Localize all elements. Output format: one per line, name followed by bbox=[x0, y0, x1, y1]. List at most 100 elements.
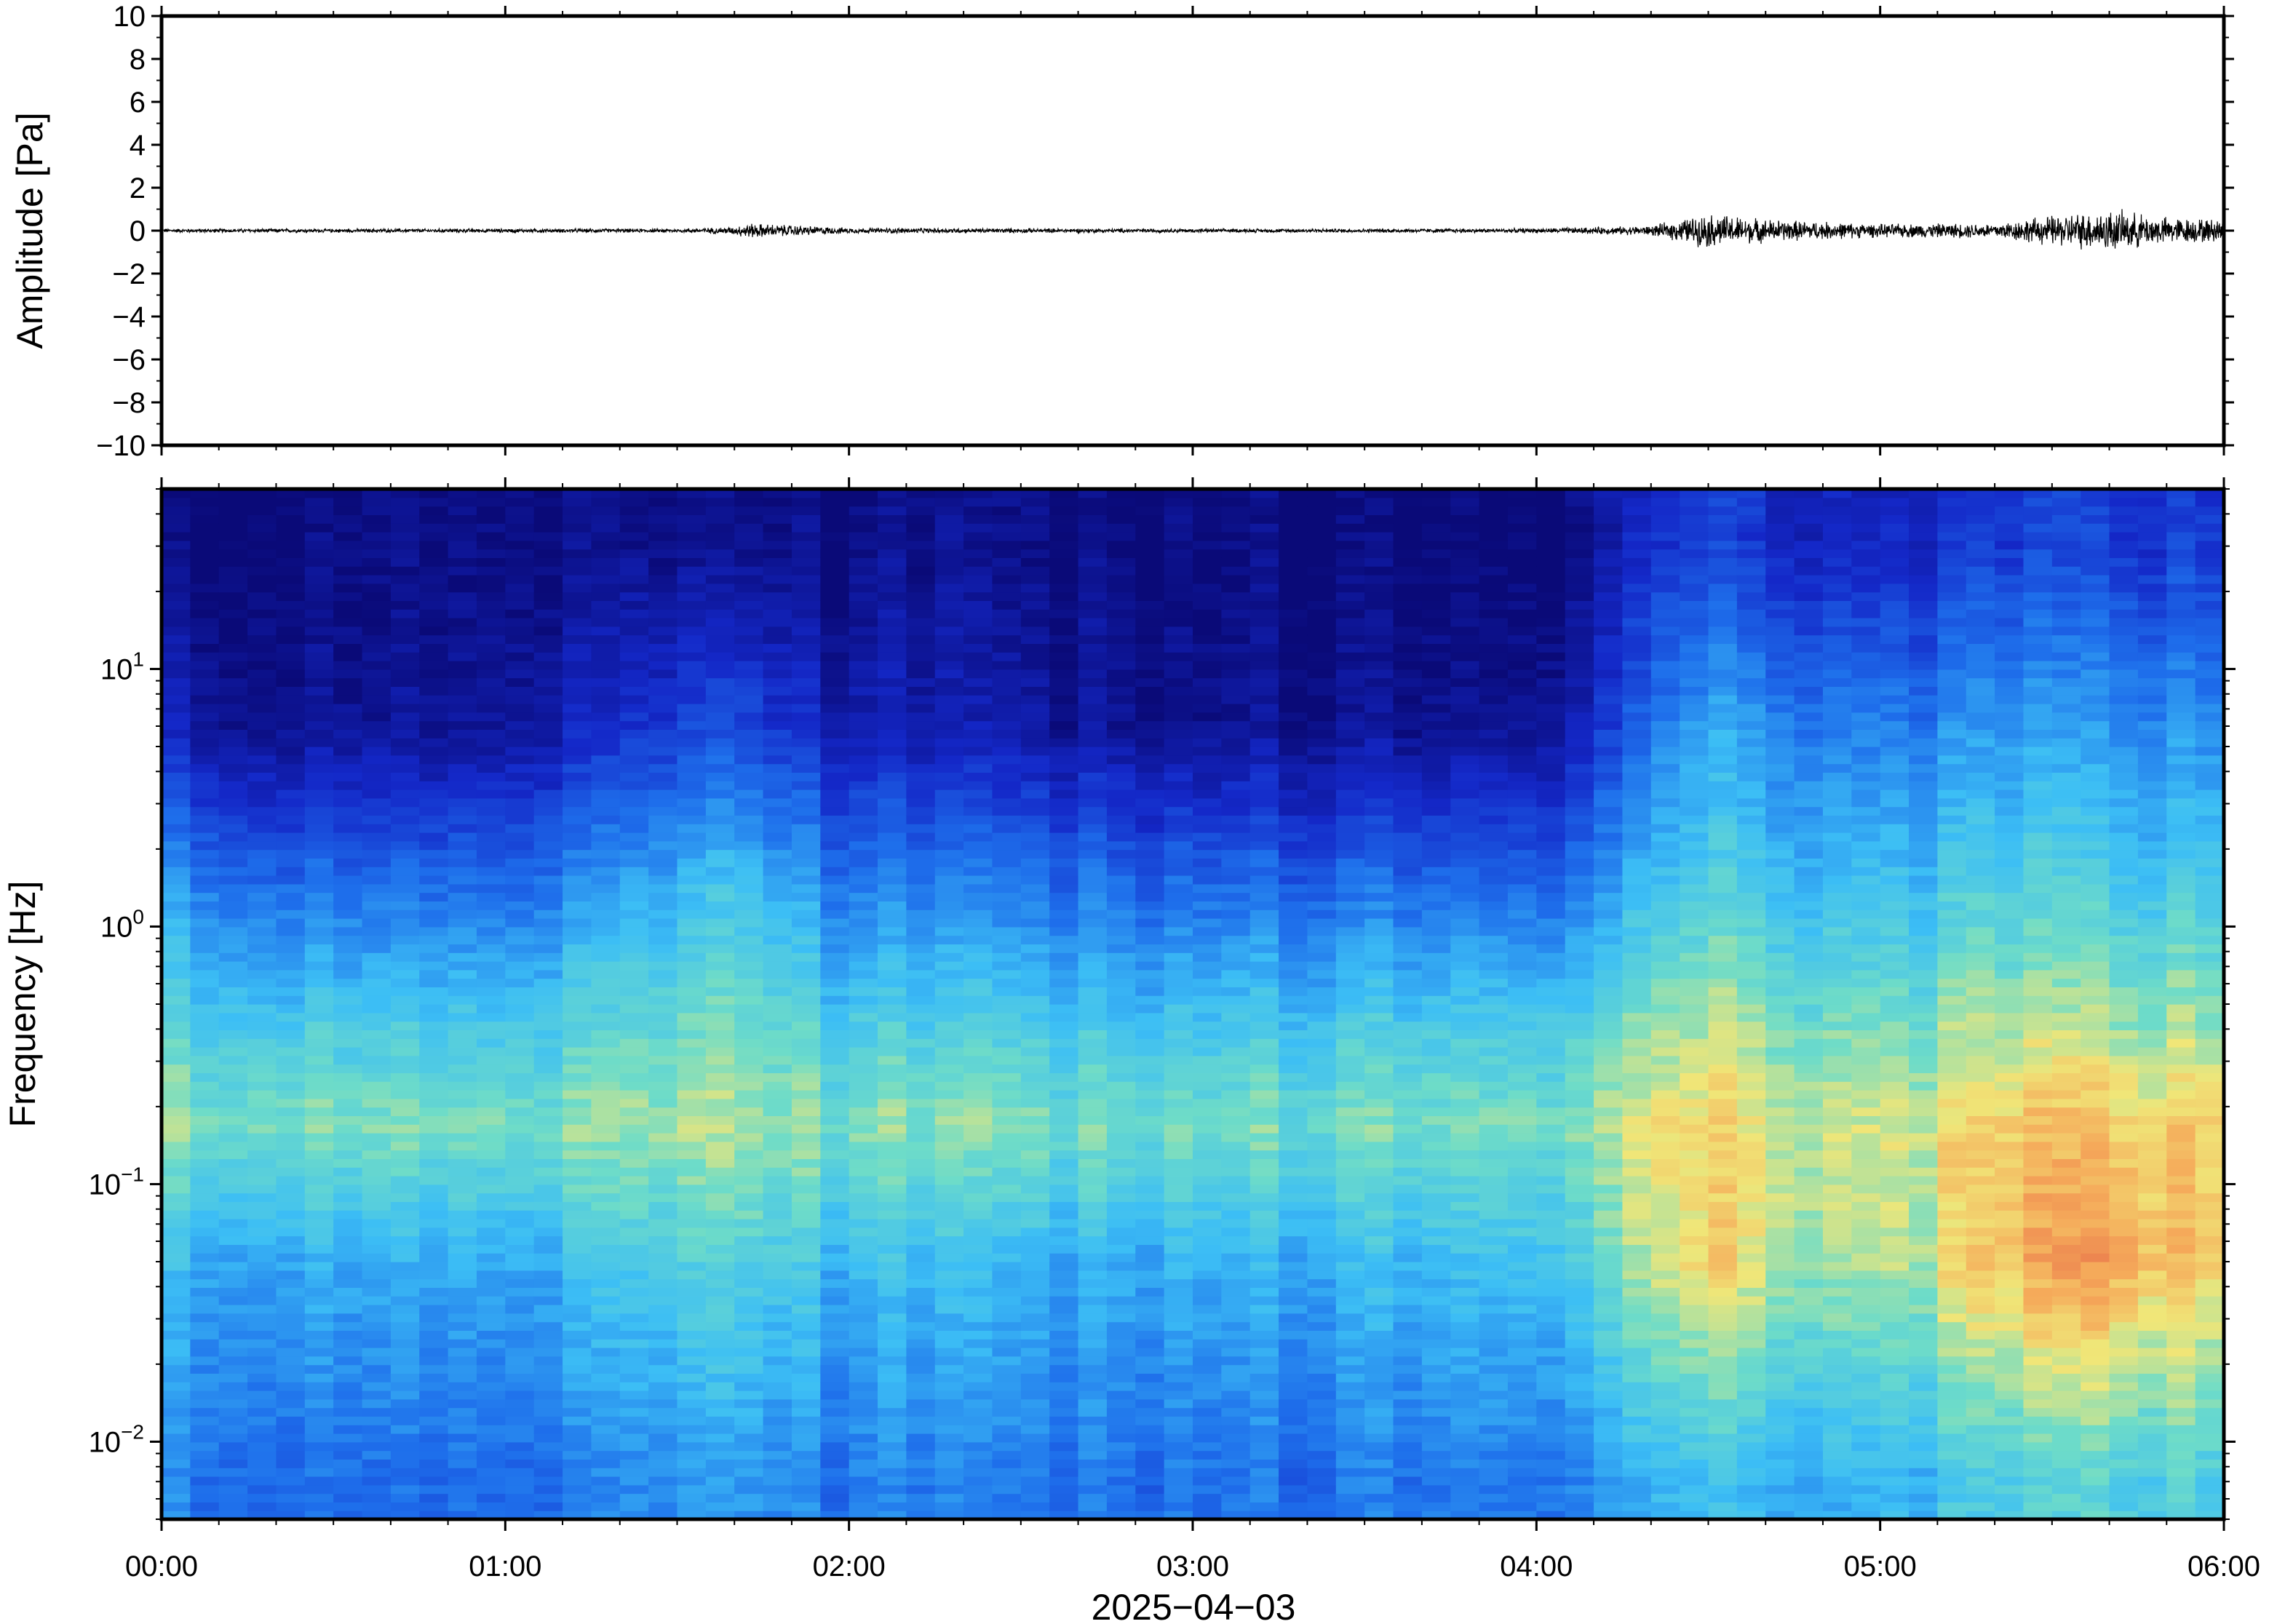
spectrogram-cell bbox=[419, 1278, 449, 1288]
spectrogram-cell bbox=[906, 995, 936, 1005]
spectrogram-cell bbox=[791, 1235, 821, 1245]
spectrogram-cell bbox=[390, 1433, 420, 1443]
spectrogram-cell bbox=[619, 1038, 649, 1048]
spectrogram-cell bbox=[505, 926, 535, 936]
spectrogram-cell bbox=[505, 1441, 535, 1452]
spectrogram-cell bbox=[677, 1278, 707, 1288]
spectrogram-cell bbox=[218, 1004, 248, 1014]
spectrogram-cell bbox=[963, 686, 993, 696]
spectrogram-cell bbox=[734, 909, 764, 919]
spectrogram-cell bbox=[878, 1484, 907, 1494]
spectrogram-cell bbox=[878, 1305, 907, 1314]
spectrogram-cell bbox=[1049, 1193, 1079, 1202]
spectrogram-cell bbox=[734, 1296, 764, 1305]
spectrogram-cell bbox=[1049, 618, 1079, 627]
spectrogram-cell bbox=[734, 918, 764, 928]
spectrogram-cell bbox=[218, 995, 248, 1005]
spectrogram-cell bbox=[1078, 686, 1108, 696]
spectrogram-cell bbox=[934, 1158, 964, 1168]
spectrogram-cell bbox=[820, 1227, 850, 1237]
spectrogram-cell bbox=[791, 1219, 821, 1228]
spectrogram-cell bbox=[218, 583, 248, 593]
spectrogram-cell bbox=[1049, 729, 1079, 739]
spectrogram-cell bbox=[1049, 1459, 1079, 1468]
spectrogram-cell bbox=[992, 695, 1022, 704]
spectrogram-cell bbox=[563, 661, 592, 670]
spectrogram-cell bbox=[820, 1235, 850, 1245]
spectrogram-cell bbox=[1020, 575, 1050, 584]
spectrogram-cell bbox=[619, 755, 649, 765]
spectrogram-cell bbox=[190, 892, 220, 901]
spectrogram-cell bbox=[1020, 506, 1050, 515]
spectrogram-cell bbox=[1249, 1339, 1279, 1348]
spectrogram-cell bbox=[591, 1021, 621, 1030]
spectrogram-cell bbox=[791, 1339, 821, 1348]
spectrogram-cell bbox=[992, 1493, 1022, 1502]
spectrogram-cell bbox=[591, 995, 621, 1005]
spectrogram-cell bbox=[1279, 609, 1308, 618]
spectrogram-cell bbox=[505, 583, 535, 593]
spectrogram-cell bbox=[276, 867, 306, 876]
spectrogram-cell bbox=[878, 1278, 907, 1288]
spectrogram-cell bbox=[763, 824, 792, 833]
spectrogram-cell bbox=[390, 1305, 420, 1314]
spectrogram-cell bbox=[1106, 1278, 1136, 1288]
spectrogram-cell bbox=[563, 1313, 592, 1323]
spectrogram-cell bbox=[362, 1339, 392, 1348]
spectrogram-cell bbox=[247, 901, 277, 910]
spectrogram-cell bbox=[1078, 1158, 1108, 1168]
spectrogram-cell bbox=[419, 1416, 449, 1425]
spectrogram-cell bbox=[247, 1330, 277, 1340]
spectrogram-cell bbox=[591, 1235, 621, 1245]
spectrogram-cell bbox=[591, 747, 621, 756]
spectrogram-cell bbox=[1249, 995, 1279, 1005]
spectrogram-cell bbox=[734, 1038, 764, 1048]
spectrogram-cell bbox=[648, 1502, 678, 1511]
spectrogram-cell bbox=[533, 1184, 563, 1194]
spectrogram-cell bbox=[563, 1253, 592, 1262]
spectrogram-cell bbox=[1307, 1124, 1337, 1134]
spectrogram-cell bbox=[619, 747, 649, 756]
spectrogram-cell bbox=[619, 1167, 649, 1177]
spectrogram-cell bbox=[1078, 867, 1108, 876]
spectrogram-cell bbox=[820, 1133, 850, 1142]
spectrogram-cell bbox=[677, 952, 707, 962]
spectrogram-cell bbox=[677, 815, 707, 824]
spectrogram-cell bbox=[992, 901, 1022, 910]
spectrogram-cell bbox=[247, 806, 277, 816]
spectrogram-cell bbox=[1106, 1450, 1136, 1460]
spectrogram-cell bbox=[1249, 1235, 1279, 1245]
spectrogram-cell bbox=[505, 849, 535, 859]
spectrogram-cell bbox=[591, 952, 621, 962]
spectrogram-cell bbox=[963, 883, 993, 893]
spectrogram-cell bbox=[304, 1321, 334, 1331]
spectrogram-cell bbox=[705, 944, 735, 953]
spectrogram-cell bbox=[1193, 1330, 1222, 1340]
spectrogram-cell bbox=[906, 772, 936, 781]
spectrogram-cell bbox=[1106, 1398, 1136, 1409]
spectrogram-cell bbox=[162, 1390, 191, 1400]
spectrogram-cell bbox=[476, 712, 506, 722]
spectrogram-cell bbox=[162, 677, 191, 687]
spectrogram-cell bbox=[705, 1296, 735, 1305]
spectrogram-cell bbox=[705, 549, 735, 558]
spectrogram-cell bbox=[1279, 489, 1308, 498]
spectrogram-cell bbox=[1249, 506, 1279, 515]
spectrogram-cell bbox=[1249, 1407, 1279, 1417]
spectrogram-cell bbox=[648, 540, 678, 550]
spectrogram-cell bbox=[705, 1098, 735, 1108]
spectrogram-cell bbox=[992, 1339, 1022, 1348]
spectrogram-cell bbox=[390, 600, 420, 610]
spectrogram-cell bbox=[820, 1407, 850, 1417]
spectrogram-cell bbox=[963, 1441, 993, 1452]
spectrogram-cell bbox=[648, 1098, 678, 1108]
spectrogram-cell bbox=[619, 935, 649, 944]
spectrogram-cell bbox=[448, 926, 477, 936]
spectrogram-cell bbox=[963, 1278, 993, 1288]
spectrogram-cell bbox=[1193, 789, 1222, 799]
spectrogram-cell bbox=[906, 532, 936, 541]
waveform-y-tick-label: −8 bbox=[112, 387, 146, 419]
spectrogram-cell bbox=[448, 1133, 477, 1142]
spectrogram-cell bbox=[963, 772, 993, 781]
spectrogram-cell bbox=[448, 961, 477, 971]
